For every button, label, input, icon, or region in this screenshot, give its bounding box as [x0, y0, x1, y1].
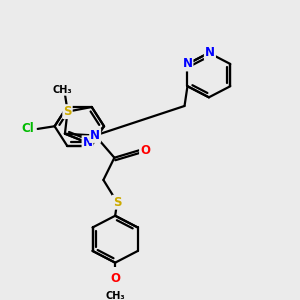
Text: S: S — [63, 105, 72, 118]
Text: N: N — [82, 136, 92, 149]
Text: O: O — [140, 144, 150, 157]
Text: CH₃: CH₃ — [52, 85, 72, 95]
Text: CH₃: CH₃ — [105, 291, 125, 300]
Text: Cl: Cl — [22, 122, 34, 135]
Text: N: N — [182, 58, 193, 70]
Text: O: O — [110, 272, 120, 285]
Text: N: N — [90, 129, 100, 142]
Text: S: S — [113, 196, 122, 209]
Text: N: N — [205, 46, 215, 59]
Text: N: N — [205, 46, 215, 59]
